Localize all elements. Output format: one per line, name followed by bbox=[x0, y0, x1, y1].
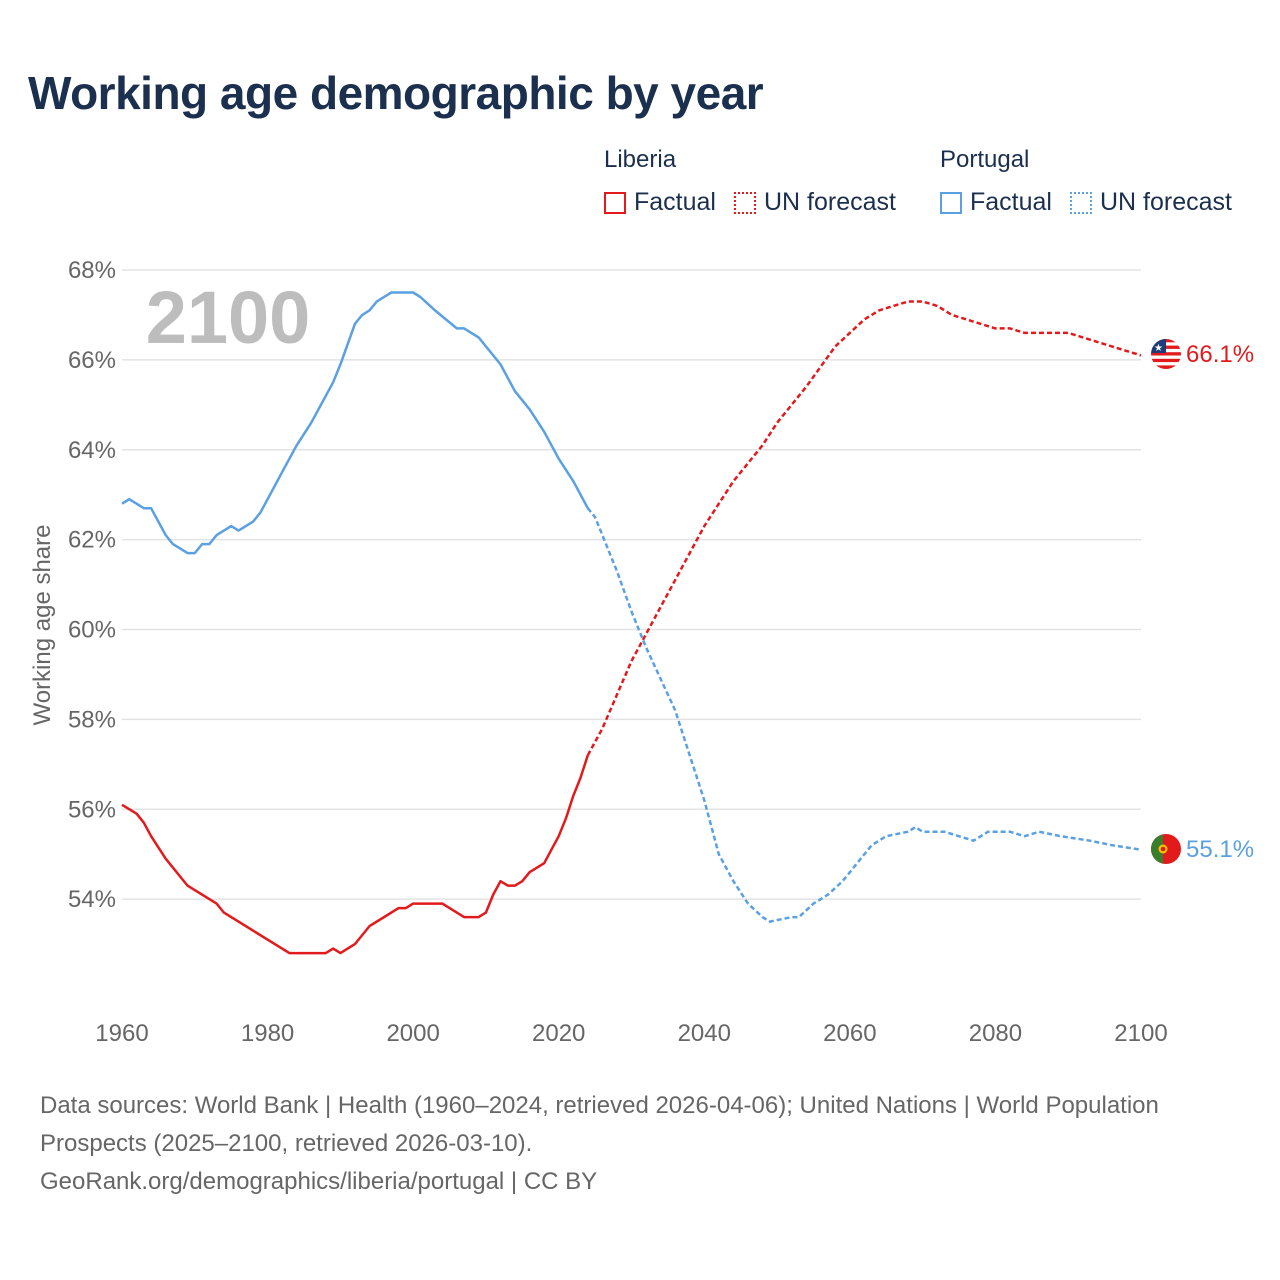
liberia-forecast-line[interactable] bbox=[586, 300, 1142, 756]
forecast-swatch-icon bbox=[1069, 191, 1092, 214]
legend-label: Factual bbox=[970, 188, 1052, 216]
y-tick-label: 66% bbox=[68, 347, 116, 374]
x-tick-label: 2060 bbox=[823, 1020, 876, 1047]
y-tick-label: 60% bbox=[68, 617, 116, 644]
legend-country-portugal: Portugal bbox=[940, 146, 1030, 173]
legend-liberia-factual[interactable]: Factual bbox=[604, 188, 716, 217]
portugal-forecast-line[interactable] bbox=[586, 507, 1142, 923]
legend-liberia: Liberia Factual UN forecast bbox=[604, 146, 914, 217]
factual-swatch-icon bbox=[604, 191, 626, 214]
forecast-swatch-icon bbox=[733, 191, 756, 214]
portugal-factual-line[interactable] bbox=[121, 291, 589, 555]
y-tick-label: 64% bbox=[68, 437, 116, 464]
portugal-end-label: 55.1% bbox=[1186, 836, 1254, 863]
x-tick-label: 2080 bbox=[969, 1020, 1022, 1047]
y-tick-label: 58% bbox=[68, 706, 116, 733]
liberia-factual-line[interactable] bbox=[121, 754, 589, 955]
x-tick-label: 1960 bbox=[95, 1020, 148, 1047]
liberia-flag-icon: ★ bbox=[1151, 339, 1181, 369]
legend-portugal: Portugal Factual UN forecast bbox=[940, 146, 1232, 217]
legend-country-liberia: Liberia bbox=[604, 146, 677, 173]
x-tick-label: 2020 bbox=[532, 1020, 585, 1047]
legend-portugal-factual[interactable]: Factual bbox=[940, 188, 1052, 217]
data-sources: Data sources: World Bank | Health (1960–… bbox=[40, 1087, 1200, 1201]
y-tick-label: 62% bbox=[68, 527, 116, 554]
svg-text:★: ★ bbox=[1154, 343, 1163, 354]
year-watermark: 2100 bbox=[146, 276, 311, 359]
y-tick-label: 56% bbox=[68, 796, 116, 823]
legend-label: UN forecast bbox=[1099, 188, 1232, 216]
legend-label: UN forecast bbox=[763, 188, 896, 216]
sources-line: Data sources: World Bank | Health (1960–… bbox=[40, 1092, 1159, 1157]
chart-title: Working age demographic by year bbox=[28, 67, 764, 119]
x-tick-label: 2040 bbox=[678, 1020, 731, 1047]
x-tick-label: 2100 bbox=[1114, 1020, 1167, 1047]
attribution-link[interactable]: GeoRank.org/demographics/liberia/portuga… bbox=[40, 1168, 598, 1195]
factual-swatch-icon bbox=[940, 191, 962, 214]
portugal-flag-icon bbox=[1151, 834, 1181, 864]
legend-label: Factual bbox=[634, 188, 716, 216]
x-tick-label: 1980 bbox=[241, 1020, 294, 1047]
x-tick-label: 2000 bbox=[386, 1020, 439, 1047]
liberia-end-label: 66.1% bbox=[1186, 341, 1254, 368]
y-axis-label: Working age share bbox=[29, 525, 56, 726]
legend-liberia-forecast[interactable]: UN forecast bbox=[733, 188, 896, 217]
y-tick-label: 68% bbox=[68, 257, 116, 284]
legend-portugal-forecast[interactable]: UN forecast bbox=[1069, 188, 1232, 217]
y-tick-label: 54% bbox=[68, 886, 116, 913]
